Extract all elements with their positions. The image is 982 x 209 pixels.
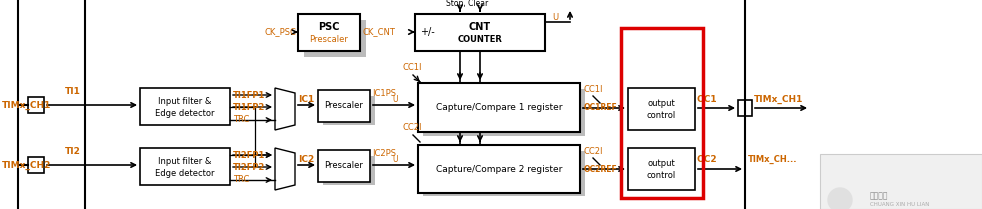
- Bar: [423, 89, 585, 136]
- Text: TI2FP1: TI2FP1: [233, 150, 265, 159]
- Bar: [418, 83, 580, 132]
- Bar: [140, 88, 230, 125]
- Text: TI1FP2: TI1FP2: [233, 102, 265, 111]
- Circle shape: [828, 188, 852, 209]
- Text: Edge detector: Edge detector: [155, 108, 215, 117]
- Bar: [318, 90, 370, 122]
- Text: +/-: +/-: [420, 27, 435, 37]
- Text: Prescaler: Prescaler: [309, 36, 349, 45]
- Text: IC1PS: IC1PS: [372, 88, 396, 98]
- Polygon shape: [275, 88, 295, 130]
- Text: TI1: TI1: [65, 87, 81, 96]
- Text: control: control: [646, 111, 676, 121]
- Text: 创新互联: 创新互联: [870, 191, 889, 200]
- Bar: [298, 14, 360, 51]
- Text: Input filter &: Input filter &: [158, 97, 212, 106]
- Bar: [318, 150, 370, 182]
- Text: Edge detector: Edge detector: [155, 168, 215, 177]
- Text: TI1FP1: TI1FP1: [233, 90, 265, 99]
- Text: Capture/Compare 2 register: Capture/Compare 2 register: [436, 164, 562, 173]
- Text: Input filter &: Input filter &: [158, 157, 212, 166]
- Text: TIMx_CH...: TIMx_CH...: [748, 154, 797, 164]
- Polygon shape: [275, 148, 295, 190]
- Text: Prescaler: Prescaler: [325, 102, 363, 111]
- Bar: [820, 154, 982, 209]
- Text: TIMx_CH1: TIMx_CH1: [2, 101, 51, 110]
- Text: CC2I: CC2I: [403, 122, 422, 131]
- Text: output: output: [647, 99, 675, 108]
- Text: CC1I: CC1I: [403, 62, 422, 71]
- Bar: [628, 148, 695, 190]
- Text: CC1I: CC1I: [584, 85, 604, 94]
- Bar: [28, 157, 44, 173]
- Bar: [323, 156, 375, 185]
- Text: OC1: OC1: [697, 96, 718, 104]
- Text: U: U: [392, 96, 398, 104]
- Text: CC2I: CC2I: [584, 148, 604, 157]
- Text: OC2REF: OC2REF: [584, 166, 618, 175]
- Text: control: control: [646, 172, 676, 181]
- Text: IC2: IC2: [298, 154, 314, 163]
- Text: U: U: [552, 14, 558, 23]
- Text: IC2PS: IC2PS: [372, 149, 396, 158]
- Text: TRC: TRC: [233, 116, 249, 125]
- Text: PSC: PSC: [318, 22, 340, 32]
- Bar: [423, 151, 585, 196]
- Text: TI2: TI2: [65, 147, 81, 155]
- Text: CNT: CNT: [469, 22, 491, 32]
- Text: CK_PSC: CK_PSC: [265, 28, 297, 37]
- Bar: [28, 97, 44, 113]
- Text: OC2: OC2: [697, 155, 718, 164]
- Text: CHUANG XIN HU LIAN: CHUANG XIN HU LIAN: [870, 201, 929, 206]
- Bar: [738, 100, 752, 116]
- Bar: [323, 96, 375, 125]
- Text: Stop, Clear: Stop, Clear: [446, 0, 488, 9]
- Bar: [304, 20, 366, 57]
- Text: Prescaler: Prescaler: [325, 162, 363, 171]
- Text: TRC: TRC: [233, 176, 249, 185]
- Bar: [621, 28, 703, 198]
- Text: IC1: IC1: [298, 94, 314, 103]
- Text: OC1REF: OC1REF: [584, 103, 618, 112]
- Text: COUNTER: COUNTER: [458, 36, 503, 45]
- Bar: [418, 145, 580, 193]
- Bar: [140, 148, 230, 185]
- Text: TIMx_CH1: TIMx_CH1: [754, 94, 803, 104]
- Bar: [628, 88, 695, 130]
- Text: TIMx_CH2: TIMx_CH2: [2, 161, 51, 169]
- Text: output: output: [647, 159, 675, 168]
- Text: Capture/Compare 1 register: Capture/Compare 1 register: [436, 102, 563, 111]
- Text: TI2FP2: TI2FP2: [233, 163, 265, 172]
- Text: CK_CNT: CK_CNT: [363, 28, 396, 37]
- Bar: [415, 14, 545, 51]
- Text: U: U: [392, 155, 398, 164]
